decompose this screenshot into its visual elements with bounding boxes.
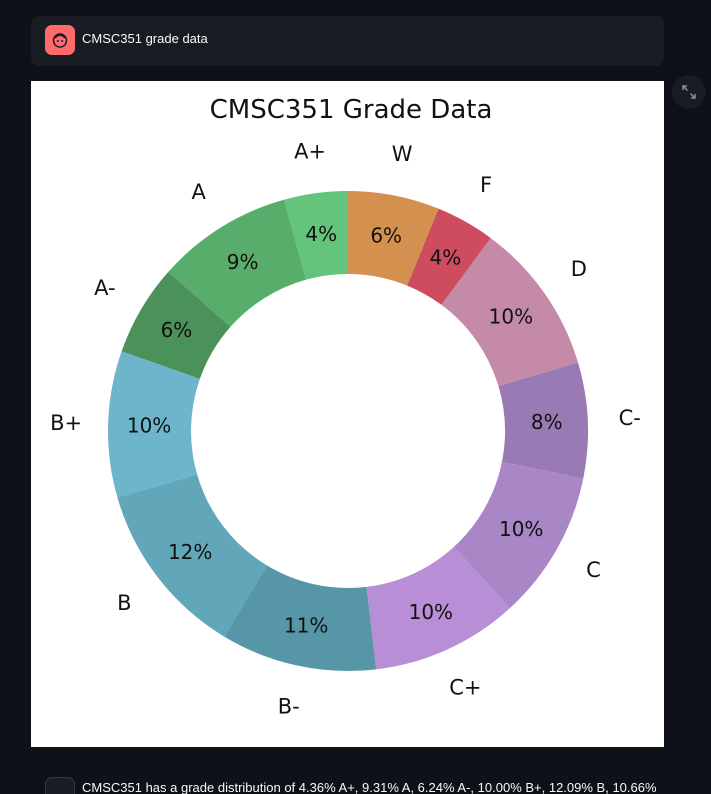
fullscreen-button[interactable] [672,75,706,109]
expand-icon [682,85,696,99]
slice-f [407,208,491,305]
chat-message: CMSC351 grade data [31,16,664,66]
slice-category-label: C [586,558,601,582]
slice-c-minus [498,362,588,479]
slice-percent-label: 9% [227,250,259,274]
slice-percent-label: 12% [168,540,212,564]
slice-c-plus [366,546,510,670]
slice-category-label: W [392,142,413,166]
slice-percent-label: 6% [370,224,402,248]
slice-percent-label: 10% [127,413,171,437]
labels: 4% A+ 9% A 6% A- 10% B+ 12% B 11% B- 10% C+ 10% C 8% C- 10… [50,140,641,719]
slice-category-label: A+ [294,140,326,164]
slice-d [441,238,578,387]
slice-a [168,199,307,327]
chat-message-bottom: CMSC351 has a grade distribution of 4.36… [31,770,711,794]
slice-category-label: B- [278,695,300,719]
slice-category-label: F [480,173,492,197]
slice-b-plus [108,351,200,498]
slice-category-label: D [571,257,587,281]
chart-container: CMSC351 Grade Data 4% A+ 9% A 6% A- 10% B+ 12% B 1… [31,81,664,747]
slice-category-label: A [191,180,206,204]
bottom-message-text: CMSC351 has a grade distribution of 4.36… [82,780,657,794]
slice-percent-label: 4% [430,245,462,269]
user-avatar [45,777,75,794]
slice-category-label: B+ [50,411,82,435]
chart-title: CMSC351 Grade Data [210,95,493,125]
slice-percent-label: 10% [499,517,543,541]
slice-b-minus [224,565,377,672]
slice-a-plus [284,191,348,280]
slice-percent-label: 11% [284,614,328,638]
slice-category-label: C- [619,406,641,430]
slice-category-label: B [117,591,131,615]
face-icon [52,33,68,48]
assistant-avatar [45,25,75,55]
slices [108,191,588,672]
slice-percent-label: 10% [409,600,453,624]
slice-percent-label: 8% [531,410,563,434]
donut-chart: CMSC351 Grade Data 4% A+ 9% A 6% A- 10% B+ 12% B 1… [50,95,641,719]
slice-percent-label: 4% [305,222,337,246]
slice-percent-label: 10% [489,305,533,329]
slice-w [348,191,439,286]
slice-category-label: C+ [449,675,481,699]
slice-percent-label: 6% [161,318,193,342]
slice-b [117,474,268,637]
message-text: CMSC351 grade data [82,31,208,46]
slice-category-label: A- [94,276,115,300]
slice-a-minus [121,271,231,379]
slice-c [453,462,584,609]
